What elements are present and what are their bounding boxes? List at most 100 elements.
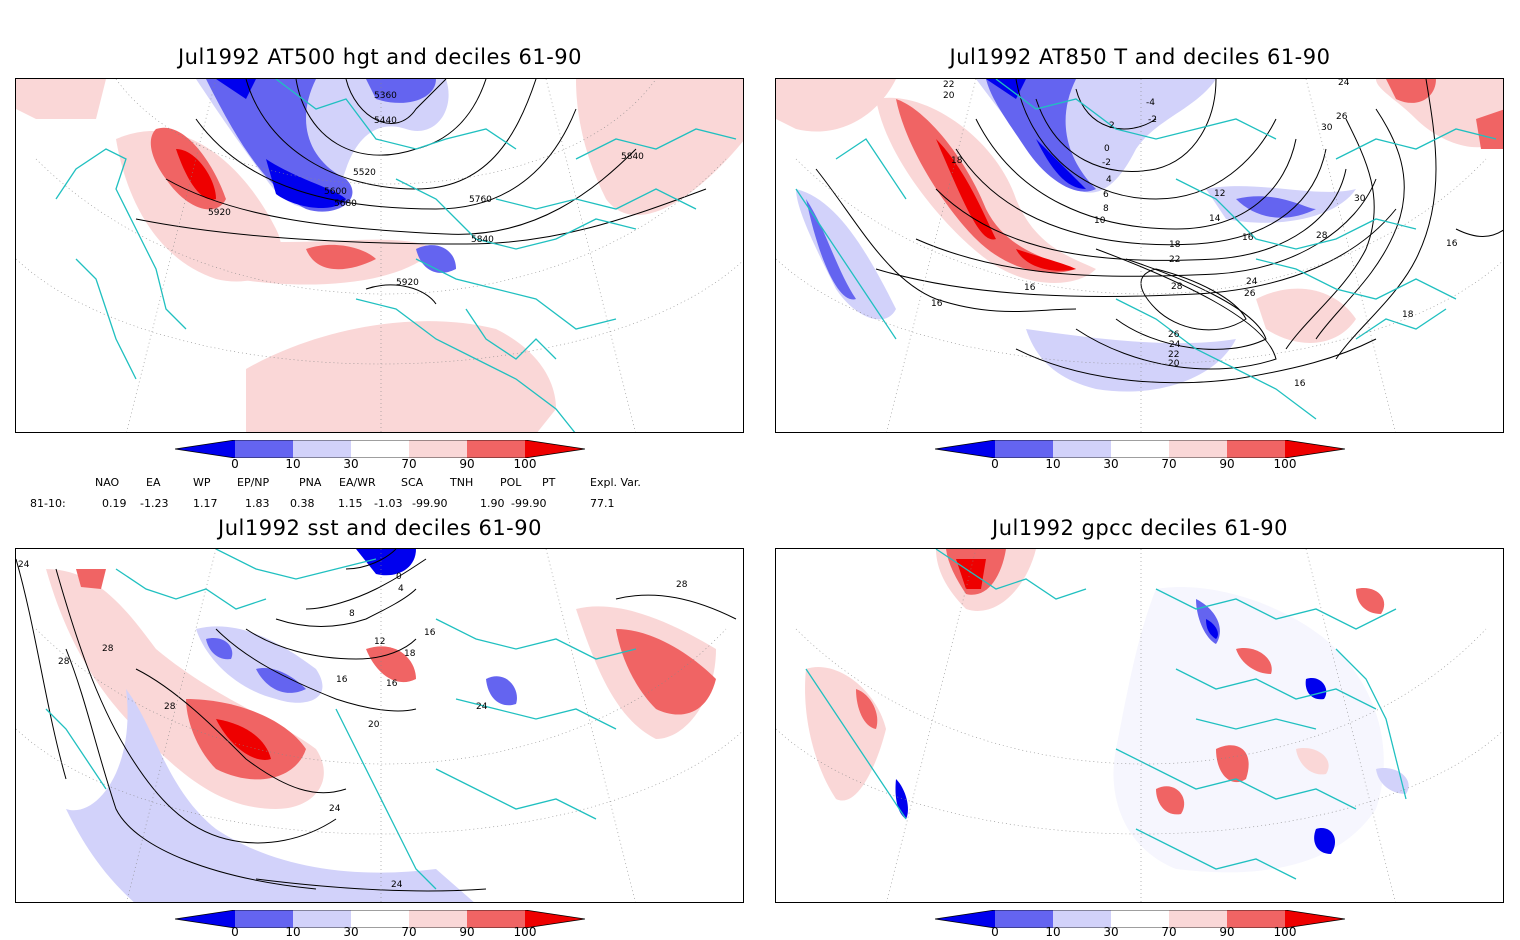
anomaly-area <box>776 79 896 132</box>
contour-label: 5440 <box>374 116 397 126</box>
index-header: POL <box>500 476 522 489</box>
contour-label: 6 <box>1103 190 1109 200</box>
contour-label: 14 <box>1209 214 1221 224</box>
contour-label: 24 <box>1338 79 1350 88</box>
contour-label: 5840 <box>621 152 644 162</box>
colorbar-label: 90 <box>1219 925 1235 939</box>
anomaly-area <box>1386 79 1436 103</box>
anomaly-area <box>1026 329 1236 392</box>
contour-label: 20 <box>368 720 380 730</box>
contour-label: 16 <box>336 675 348 685</box>
anomaly-area <box>416 245 456 273</box>
contour-label: 16 <box>931 299 943 309</box>
contour-label: 28 <box>1171 282 1183 292</box>
contour-label: 18 <box>1402 310 1414 320</box>
anomaly-area <box>936 139 996 240</box>
colorbar-label: 70 <box>401 457 417 471</box>
anomaly-area <box>266 159 346 209</box>
contour-label: 5920 <box>396 278 419 288</box>
anomaly-area <box>356 549 416 576</box>
colorbar-label: 30 <box>1103 457 1119 471</box>
colorbar-label: 0 <box>991 457 999 471</box>
map-hgt500: 5360 5440 5520 5600 5680 5760 5840 5840 … <box>15 78 744 433</box>
index-row-label: 81-10: <box>30 497 66 510</box>
contour-label: 10 <box>1094 216 1106 226</box>
index-value: 1.83 <box>245 497 270 510</box>
colorbar-gpcc: 0 10 30 70 90 100 <box>934 909 1346 940</box>
index-value: 77.1 <box>590 497 615 510</box>
contour-label: 5600 <box>324 187 347 197</box>
index-header: PNA <box>299 476 322 489</box>
contour-label: 26 <box>1244 289 1256 299</box>
colorbar-label: 30 <box>1103 925 1119 939</box>
anomaly-area <box>1236 196 1316 218</box>
contour-label: 26 <box>1336 112 1348 122</box>
anomaly-area <box>1305 678 1327 700</box>
colorbar-label: 90 <box>459 457 475 471</box>
contour-label: 28 <box>676 580 688 590</box>
anomaly-area <box>486 676 517 706</box>
contour-label: 28 <box>102 644 114 654</box>
contour-label: 24 <box>1169 340 1181 350</box>
contour-label: -4 <box>1146 98 1155 108</box>
contour-label: 20 <box>1168 359 1180 369</box>
contour-label: 12 <box>1214 189 1225 199</box>
index-header: EA <box>146 476 161 489</box>
colorbar-label: 100 <box>1273 457 1297 471</box>
anomaly-area <box>1036 139 1086 189</box>
colorbar-label: 30 <box>343 457 359 471</box>
colorbar-scale <box>174 439 586 459</box>
anomaly-area <box>956 559 986 589</box>
colorbar-hgt500: 0 10 30 70 90 100 <box>174 439 586 476</box>
anomaly-area <box>66 689 474 902</box>
colorbar-label: 90 <box>1219 457 1235 471</box>
contour-label: 18 <box>951 156 963 166</box>
colorbar-label: 100 <box>1273 925 1297 939</box>
contour-label: 18 <box>404 649 416 659</box>
index-header: Expl. Var. <box>590 476 641 489</box>
anomaly-area <box>16 79 106 119</box>
index-value: -1.03 <box>374 497 403 510</box>
anomaly-area <box>1296 748 1329 775</box>
anomaly-area <box>366 79 436 103</box>
map-sst: 24 28 28 28 28 24 20 16 16 12 8 4 0 16 1… <box>15 548 744 903</box>
anomaly-area <box>216 719 271 760</box>
anomaly-area <box>805 667 886 801</box>
contour-label: 22 <box>1168 350 1179 360</box>
colorbar-label: 0 <box>231 925 239 939</box>
contour-label: 24 <box>329 804 341 814</box>
contour-label: 5360 <box>374 91 397 101</box>
contour-label: 22 <box>943 80 954 90</box>
panel-title-hgt500: Jul1992 AT500 hgt and deciles 61-90 <box>177 45 583 69</box>
colorbar-scale <box>174 909 586 929</box>
contour-label: 8 <box>349 609 355 619</box>
colorbar-label: 70 <box>1161 457 1177 471</box>
anomaly-area <box>986 79 1096 192</box>
anomaly-area <box>616 629 716 715</box>
colorbar-label: 70 <box>401 925 417 939</box>
contour-label: 26 <box>1168 330 1180 340</box>
anomaly-area <box>806 199 856 300</box>
contour-label: 28 <box>58 657 70 667</box>
contour-label: 24 <box>476 702 488 712</box>
contour-label: 30 <box>1354 194 1366 204</box>
panel-title-t850: Jul1992 AT850 T and deciles 61-90 <box>949 45 1331 69</box>
colorbar-sst: 0 10 30 70 90 100 <box>174 909 586 940</box>
contour-label: 16 <box>1294 379 1306 389</box>
contour-label: 5760 <box>469 195 492 205</box>
contour-label: 4 <box>398 584 404 594</box>
contour-label: 30 <box>1321 123 1333 133</box>
contour-label: 4 <box>1106 175 1112 185</box>
contour-label: 16 <box>386 679 398 689</box>
contour-label: 24 <box>18 560 30 570</box>
contour-label: 0 <box>1104 144 1110 154</box>
contour-label: 24 <box>1246 277 1258 287</box>
anomaly-area <box>1256 288 1356 343</box>
contour-label: 18 <box>1169 240 1181 250</box>
contour-label: 24 <box>391 880 403 890</box>
anomaly-area <box>1314 828 1336 854</box>
anomaly-area <box>896 99 1076 273</box>
anomaly-area <box>1476 109 1503 149</box>
index-header: EA/WR <box>339 476 376 489</box>
contour-label: 12 <box>374 637 385 647</box>
